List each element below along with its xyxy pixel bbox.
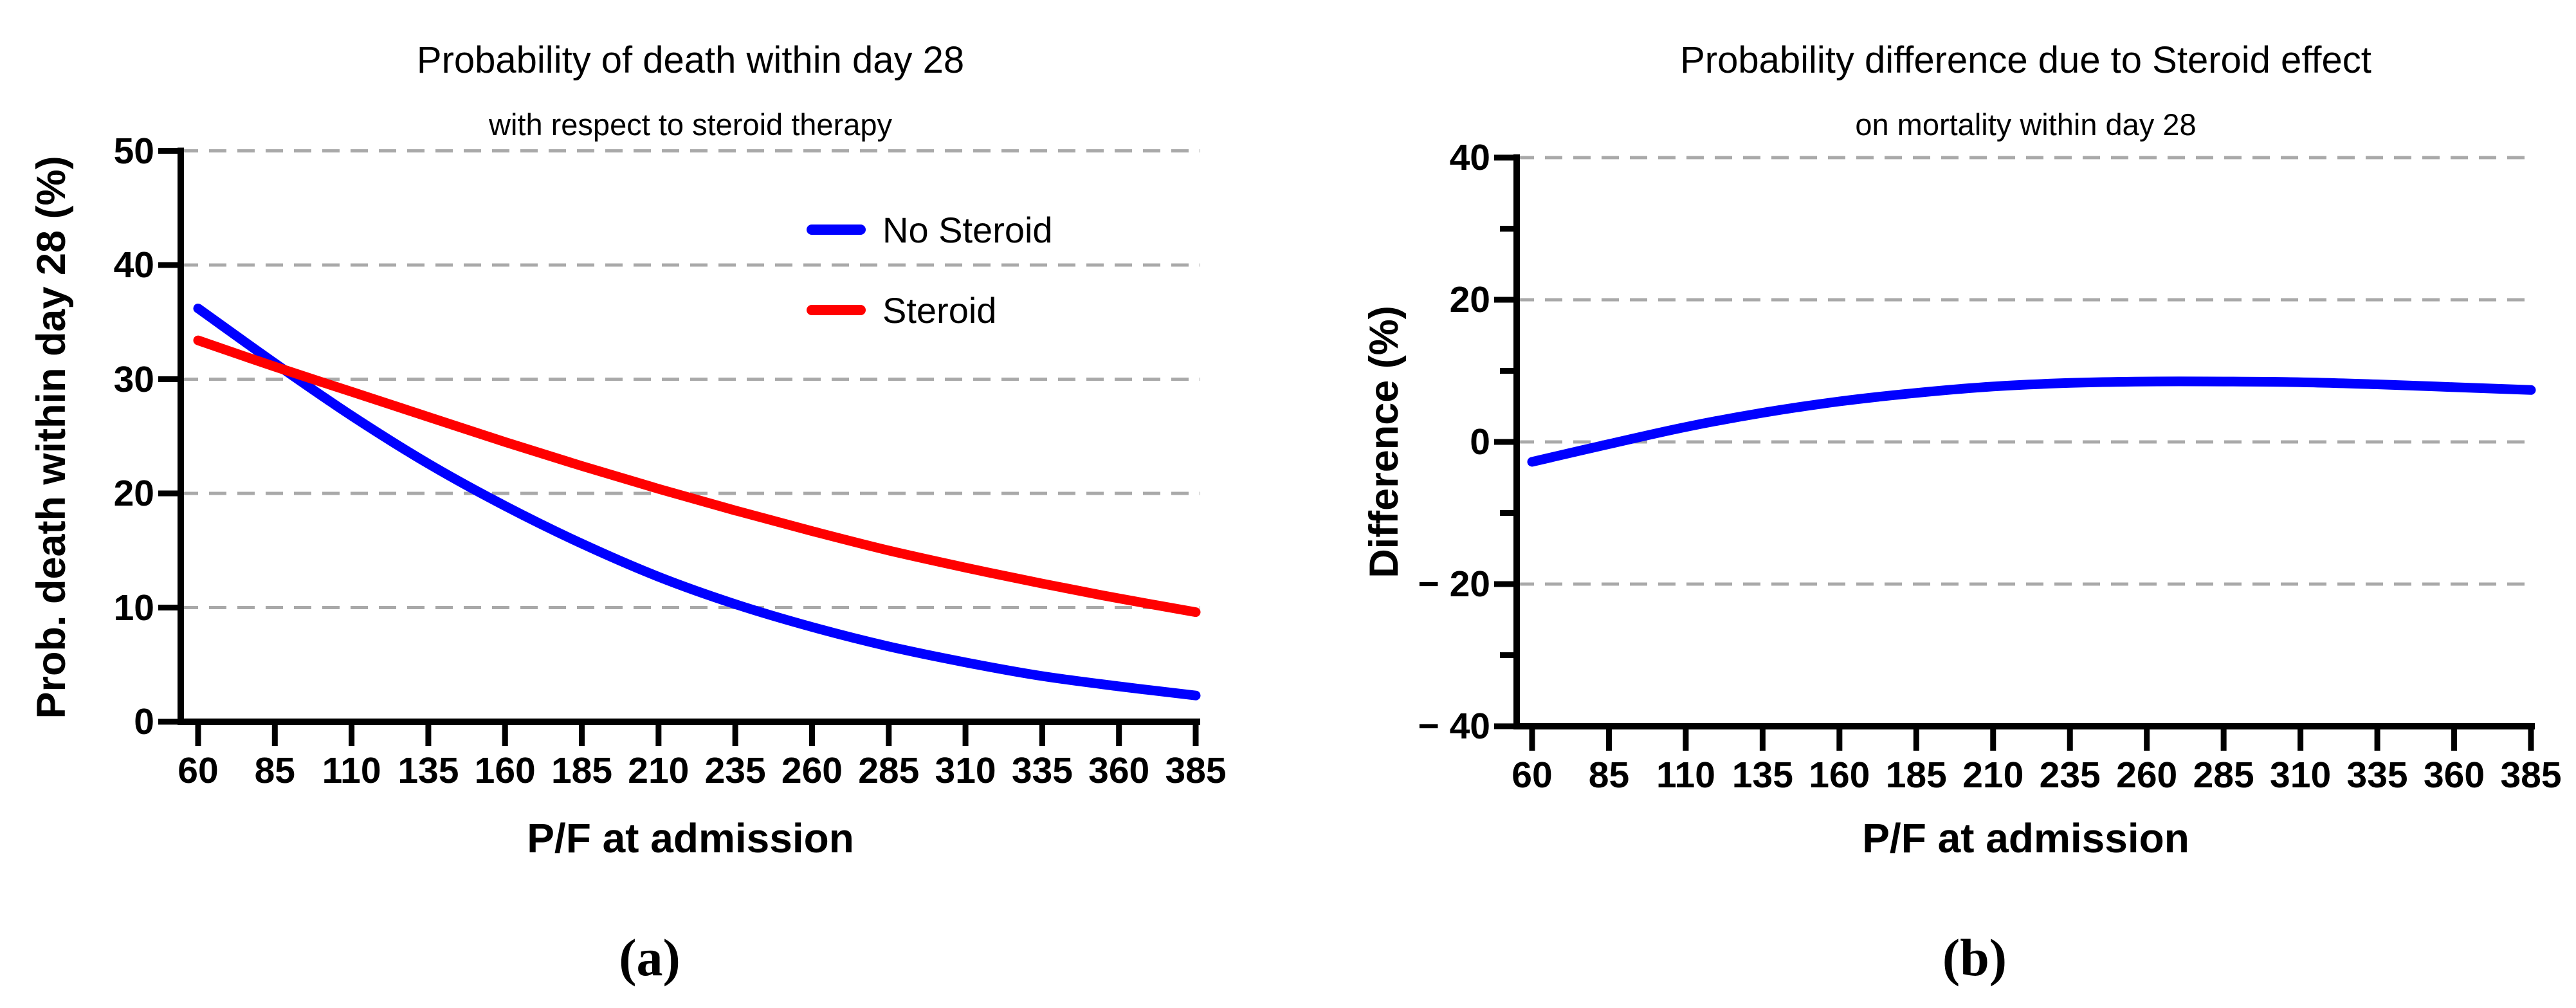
y-tick-label-0: 0 bbox=[1470, 421, 1490, 463]
x-tick-label-235: 235 bbox=[2039, 755, 2101, 796]
x-tick-label-60: 60 bbox=[1512, 755, 1553, 796]
x-tick-label-135: 135 bbox=[397, 750, 459, 791]
y-tick-label-10: 10 bbox=[113, 587, 154, 628]
panel-b-letter: (b) bbox=[1942, 928, 2007, 987]
x-tick-label-285: 285 bbox=[858, 750, 920, 791]
x-tick-label-160: 160 bbox=[1809, 755, 1870, 796]
panel-b-title: Probability difference due to Steroid ef… bbox=[1680, 39, 2371, 81]
x-tick-label-185: 185 bbox=[551, 750, 613, 791]
x-tick-label-335: 335 bbox=[2346, 755, 2408, 796]
x-tick-label-85: 85 bbox=[1588, 755, 1630, 796]
x-tick-label-260: 260 bbox=[781, 750, 843, 791]
x-tick-label-160: 160 bbox=[474, 750, 536, 791]
x-tick-label-310: 310 bbox=[2270, 755, 2332, 796]
panel-b-x-axis-title: P/F at admission bbox=[1862, 815, 2189, 861]
x-tick-label-185: 185 bbox=[1885, 755, 1947, 796]
x-tick-label-260: 260 bbox=[2116, 755, 2178, 796]
curve-no-steroid bbox=[193, 303, 1201, 701]
curve-steroid bbox=[193, 335, 1201, 618]
y-tick-label-20: 20 bbox=[1449, 279, 1490, 320]
x-tick-label-85: 85 bbox=[254, 750, 295, 791]
x-tick-label-110: 110 bbox=[322, 750, 381, 791]
y-tick-label-30: 30 bbox=[113, 358, 154, 400]
x-tick-label-285: 285 bbox=[2193, 755, 2254, 796]
panel-a-subtitle: with respect to steroid therapy bbox=[489, 107, 892, 142]
panel-a-letter: (a) bbox=[619, 928, 681, 987]
y-tick-label-40: 40 bbox=[1449, 137, 1490, 178]
x-tick-label-235: 235 bbox=[704, 750, 766, 791]
y-tick-label-−40: − 40 bbox=[1418, 706, 1490, 747]
panel-a-title: Probability of death within day 28 bbox=[416, 39, 965, 81]
legend-label-no-steroid: No Steroid bbox=[882, 210, 1053, 250]
panel-a-x-axis-title: P/F at admission bbox=[527, 815, 854, 861]
y-tick-label-40: 40 bbox=[113, 244, 154, 286]
y-tick-label-20: 20 bbox=[113, 473, 154, 514]
panel-a-y-axis-title: Prob. death within day 28 (%) bbox=[29, 156, 74, 719]
y-tick-label-−20: − 20 bbox=[1418, 564, 1490, 605]
curve-difference bbox=[1527, 376, 2536, 467]
x-tick-label-385: 385 bbox=[1165, 750, 1227, 791]
x-tick-label-360: 360 bbox=[1088, 750, 1150, 791]
y-tick-label-50: 50 bbox=[113, 130, 154, 172]
x-tick-label-210: 210 bbox=[628, 750, 690, 791]
x-tick-label-360: 360 bbox=[2423, 755, 2485, 796]
x-tick-label-110: 110 bbox=[1656, 755, 1715, 796]
x-tick-label-60: 60 bbox=[178, 750, 219, 791]
x-tick-label-135: 135 bbox=[1731, 755, 1793, 796]
legend-label-steroid: Steroid bbox=[882, 290, 997, 331]
x-tick-label-310: 310 bbox=[935, 750, 996, 791]
panel-b-subtitle: on mortality within day 28 bbox=[1855, 107, 2197, 142]
x-tick-label-385: 385 bbox=[2500, 755, 2562, 796]
x-tick-label-210: 210 bbox=[1962, 755, 2024, 796]
x-tick-label-335: 335 bbox=[1011, 750, 1073, 791]
y-tick-label-0: 0 bbox=[134, 701, 154, 742]
